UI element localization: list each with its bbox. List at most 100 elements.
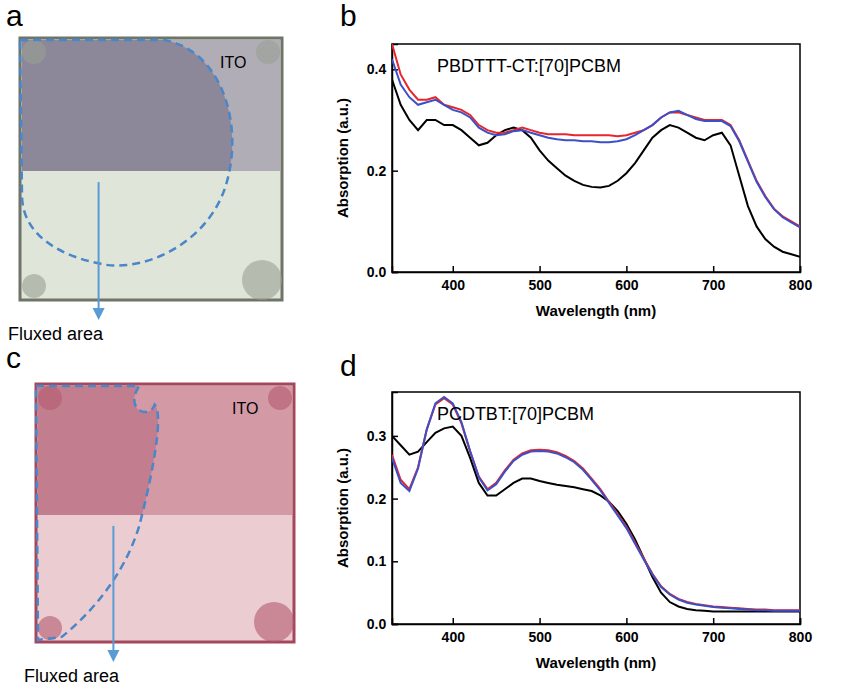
substrate [36, 384, 294, 642]
figure: a b c d ITO Fluxed area ITO Fluxed area 400 500 60… [0, 0, 843, 690]
tick: 800 [789, 618, 813, 645]
y-axis-title: Absorption (a.u.) [334, 98, 351, 218]
lines [392, 44, 800, 257]
tick: 0.0 [367, 616, 398, 632]
tick-mark [539, 618, 541, 624]
tick-mark [800, 618, 802, 624]
corner-contact [254, 602, 294, 642]
tick: 500 [528, 266, 552, 293]
tick-label: 700 [702, 629, 726, 645]
tick: 600 [615, 266, 639, 293]
photo: ITO Fluxed area [8, 38, 282, 344]
corner-contact [38, 616, 62, 640]
x-axis-title: Wavelength (nm) [536, 302, 656, 319]
arrow-shaft [112, 526, 114, 658]
substrate [20, 38, 282, 300]
tick-label: 400 [442, 629, 466, 645]
tick-mark [392, 561, 398, 563]
photo-caption: Fluxed area [24, 666, 120, 686]
tick-mark [713, 618, 715, 624]
tick-mark [392, 170, 398, 172]
tick-label: 0.3 [367, 428, 387, 444]
panel-letter: b [340, 0, 357, 32]
corner-contact [22, 40, 46, 64]
tick-label: 0.1 [367, 553, 387, 569]
plot-frame [392, 44, 800, 272]
tick: 0.0 [367, 264, 398, 280]
corner-contact [268, 386, 292, 410]
arrow-shaft [98, 182, 100, 316]
arrow-head [93, 308, 105, 320]
chart: 400 500 600 700 800 0.0 0.1 0.2 0.3 PCDTBT:[70]PC… [334, 392, 812, 671]
x-axis: 400 500 600 700 800 [393, 618, 813, 645]
arrow-head [107, 650, 119, 662]
annotation: PCDTBT:[70]PCBM [437, 404, 594, 424]
spectrum-line [392, 398, 800, 610]
panel-letter: a [6, 0, 23, 32]
plot-frame [392, 392, 800, 624]
tick-label: 0.4 [367, 61, 387, 77]
tick-mark [800, 266, 802, 272]
spectrum-line [392, 44, 800, 226]
fluxed-film [22, 40, 232, 171]
spectrum-line [392, 426, 800, 611]
lines [392, 397, 800, 611]
spectrum-line [392, 397, 800, 611]
photo-label: ITO [232, 400, 258, 417]
photo-label: ITO [220, 54, 246, 71]
annotation: PBDTTT-CT:[70]PCBM [437, 56, 621, 76]
panel-letter: d [340, 349, 357, 382]
axis-line [393, 45, 399, 273]
tick: 0.1 [367, 553, 398, 569]
fluxed-outline [20, 40, 232, 266]
tick: 0.2 [367, 163, 398, 179]
tick-label: 0.0 [367, 264, 387, 280]
corner-contact [38, 386, 62, 410]
tick-label: 400 [442, 277, 466, 293]
y-axis-title: Absorption (a.u.) [334, 448, 351, 568]
tick-mark [626, 266, 628, 272]
tick-label: 600 [615, 277, 639, 293]
axis-line [393, 266, 801, 273]
tick: 700 [702, 618, 726, 645]
tick-mark [392, 624, 398, 626]
tick: 600 [615, 618, 639, 645]
tick-label: 800 [789, 629, 813, 645]
x-axis: 400 500 600 700 800 [393, 266, 813, 293]
panel-letter: c [6, 341, 21, 374]
tick: 400 [442, 618, 466, 645]
tick-mark [392, 272, 398, 274]
tick: 500 [528, 618, 552, 645]
axis-line [393, 618, 801, 625]
tick-label: 500 [528, 629, 552, 645]
photo: ITO Fluxed area [24, 384, 294, 686]
tick-mark [453, 618, 455, 624]
tick: 700 [702, 266, 726, 293]
tick-mark [453, 266, 455, 272]
fluxed-outline [36, 386, 158, 640]
tick-label: 600 [615, 629, 639, 645]
tick-label: 0.2 [367, 491, 387, 507]
tick-mark [626, 618, 628, 624]
y-axis: 0.0 0.1 0.2 0.3 [367, 393, 398, 632]
tick-label: 0.2 [367, 163, 387, 179]
tick-mark [392, 498, 398, 500]
tick-label: 0.0 [367, 616, 387, 632]
tick: 800 [789, 266, 813, 293]
tick: 0.2 [367, 491, 398, 507]
tick: 400 [442, 266, 466, 293]
tick-label: 700 [702, 277, 726, 293]
y-axis: 0.0 0.2 0.4 [367, 45, 398, 280]
spectrum-line [392, 79, 800, 256]
tick-mark [539, 266, 541, 272]
axis-line [393, 393, 399, 625]
chart: 400 500 600 700 800 0.0 0.2 0.4 PBDTTT-CT:[70]PC… [334, 44, 812, 319]
tick-mark [713, 266, 715, 272]
photo-caption: Fluxed area [8, 324, 104, 344]
corner-contact [22, 274, 46, 298]
spectrum-line [392, 59, 800, 227]
x-axis-title: Wavelength (nm) [536, 654, 656, 671]
corner-contact [256, 40, 280, 64]
tick-label: 800 [789, 277, 813, 293]
fluxed-film [38, 386, 158, 515]
